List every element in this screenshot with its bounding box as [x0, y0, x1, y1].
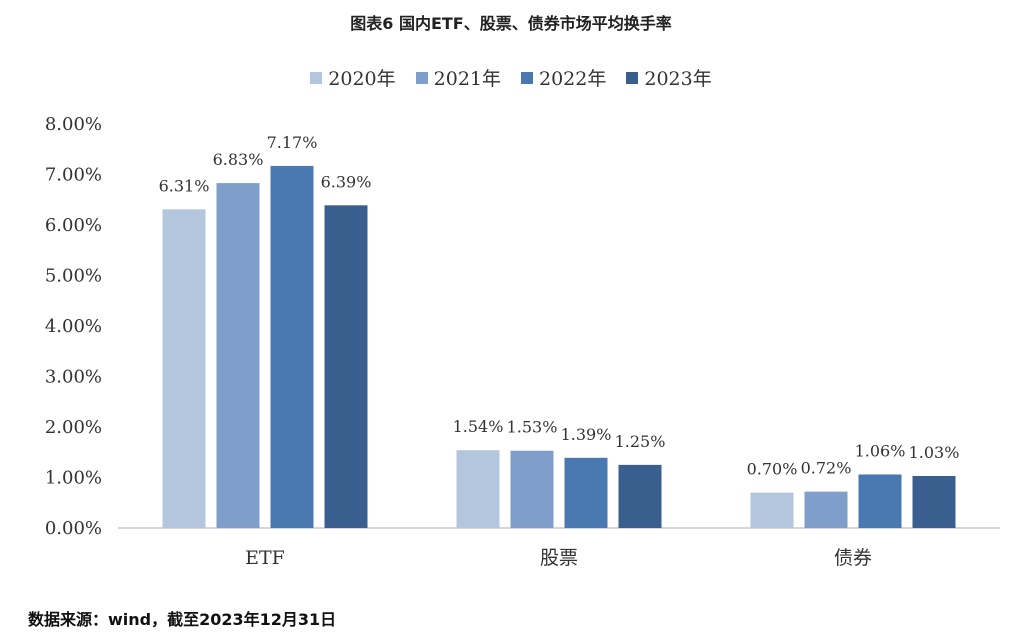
data-label: 7.17% — [267, 133, 318, 152]
bar-chart: 0.00% 1.00% 2.00% 3.00% 4.00% 5.00% 6.00% 7.00%… — [45, 114, 1000, 569]
data-label: 6.39% — [321, 172, 372, 191]
y-tick-label: 3.00% — [45, 367, 102, 388]
bar — [324, 205, 368, 528]
bar — [618, 464, 662, 528]
legend-item-2023: 2023年 — [626, 64, 712, 91]
y-tick-label: 2.00% — [45, 417, 102, 438]
chart-title: 图表6 国内ETF、股票、债券市场平均换手率 — [350, 14, 672, 33]
bar — [270, 165, 314, 529]
bar — [912, 475, 956, 528]
bar — [456, 450, 500, 528]
y-tick-label: 6.00% — [45, 215, 102, 236]
data-label: 1.39% — [561, 425, 612, 444]
bar — [162, 209, 206, 528]
y-tick-label: 7.00% — [45, 165, 102, 186]
legend-label-2022: 2022年 — [539, 68, 607, 90]
data-label: 0.70% — [747, 460, 798, 479]
data-label: 0.72% — [801, 459, 852, 478]
data-label: 6.31% — [159, 176, 210, 195]
legend-item-2021: 2021年 — [415, 64, 501, 91]
x-category-label: 股票 — [540, 547, 578, 569]
data-label: 1.06% — [855, 441, 906, 460]
data-label: 1.53% — [507, 418, 558, 437]
legend-label-2021: 2021年 — [433, 68, 501, 90]
legend: 2020年 2021年 2022年 2023年 — [0, 64, 1022, 91]
y-tick-label: 0.00% — [45, 518, 102, 539]
bar — [510, 450, 554, 528]
legend-swatch-2023 — [626, 71, 639, 84]
legend-item-2020: 2020年 — [310, 64, 396, 91]
legend-swatch-2021 — [415, 71, 428, 84]
legend-swatch-2020 — [310, 71, 323, 84]
y-tick-label: 1.00% — [45, 468, 102, 489]
legend-swatch-2022 — [521, 71, 533, 84]
bar — [750, 492, 794, 528]
x-category-label: 债券 — [834, 547, 872, 569]
data-source: 数据来源：wind，截至2023年12月31日 — [28, 610, 337, 629]
legend-item-2022: 2022年 — [521, 64, 606, 91]
y-tick-label: 4.00% — [45, 316, 102, 337]
x-category-label: ETF — [245, 547, 285, 569]
bar — [216, 183, 260, 528]
y-tick-label: 5.00% — [45, 266, 102, 287]
data-label: 1.03% — [909, 443, 960, 462]
bar — [858, 474, 902, 528]
legend-label-2020: 2020年 — [328, 68, 396, 90]
data-label: 1.54% — [453, 417, 504, 436]
bar — [804, 491, 848, 528]
data-label: 1.25% — [615, 432, 666, 451]
data-label: 6.83% — [213, 150, 264, 169]
y-tick-label: 8.00% — [45, 114, 102, 135]
bar — [564, 457, 608, 528]
legend-label-2023: 2023年 — [644, 68, 712, 90]
